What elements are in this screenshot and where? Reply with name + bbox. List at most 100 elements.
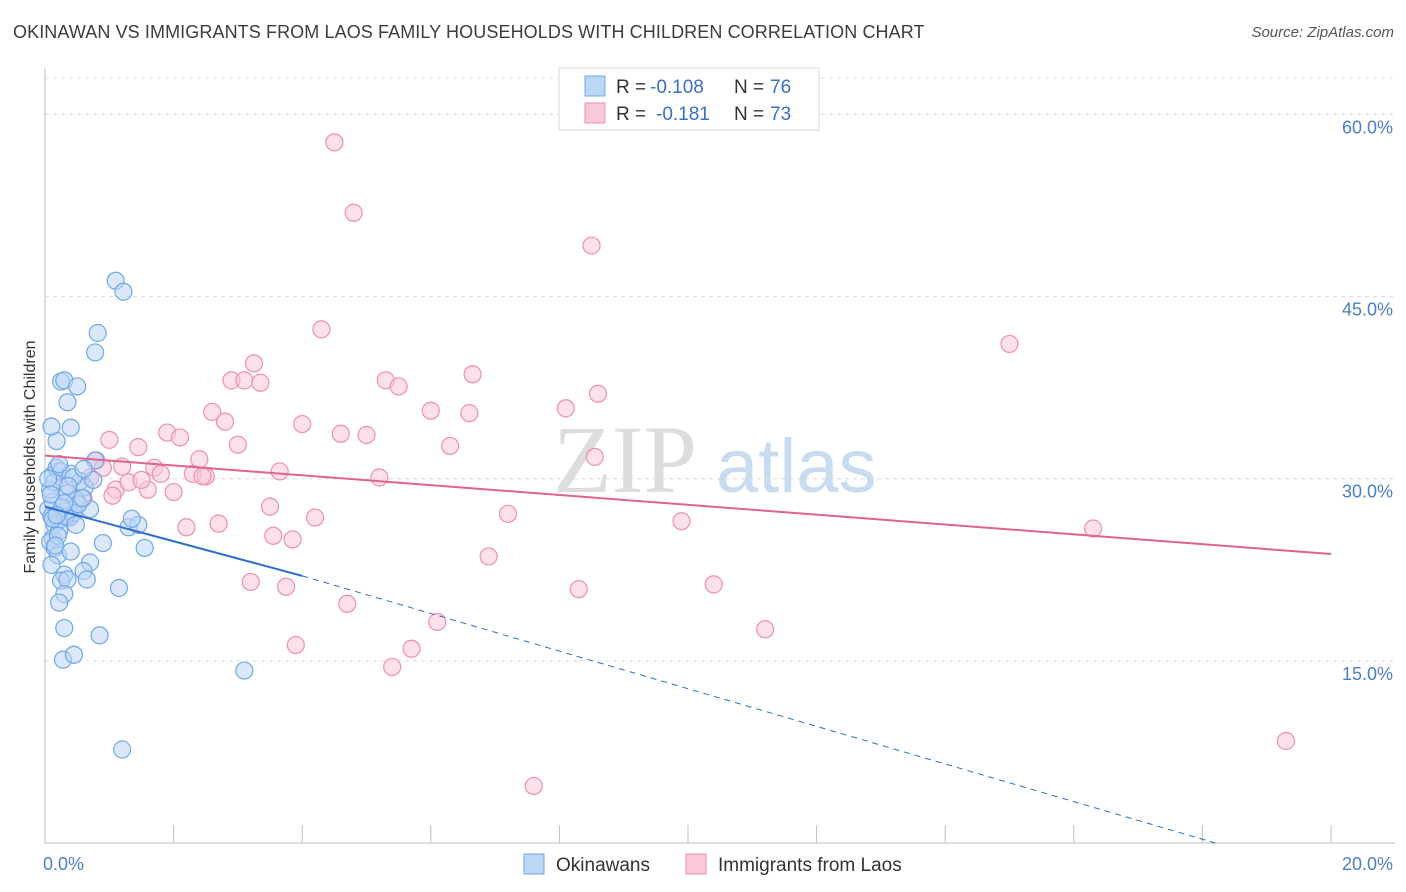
laos-point-52 — [463, 365, 482, 384]
laos-point-16 — [177, 518, 196, 537]
laos-point-56 — [556, 399, 575, 418]
laos-point-29 — [260, 497, 280, 516]
legend-r-label-1: R = — [616, 104, 646, 125]
laos-point-63 — [756, 620, 775, 639]
laos-point-28 — [251, 373, 270, 392]
laos-point-31 — [270, 462, 289, 481]
laos-point-36 — [305, 508, 325, 527]
okinawan-point-75 — [66, 515, 85, 534]
okinawan-point-11 — [50, 593, 69, 612]
laos-point-12 — [151, 464, 170, 483]
laos-point-15 — [170, 428, 190, 447]
okinawan-point-68 — [59, 476, 78, 496]
bottom-legend-swatch-0 — [523, 853, 545, 875]
tick-labels: 15.0% 30.0% 45.0% 60.0% 0.0% 20.0% — [43, 117, 1393, 874]
bottom-legend-label-0: Okinawans — [556, 855, 650, 876]
laos-point-9 — [129, 438, 148, 457]
laos-point-60 — [588, 384, 608, 403]
laos-point-47 — [402, 639, 421, 658]
okinawan-point-48 — [90, 626, 109, 645]
laos-point-41 — [344, 203, 363, 222]
laos-point-62 — [704, 575, 723, 594]
okinawan-point-64 — [73, 489, 92, 508]
okinawan-point-38 — [86, 343, 105, 362]
legend-box: R = -0.108 N = 76 R = -0.181 N = 73 — [558, 67, 820, 131]
watermark: ZIP atlas — [553, 406, 877, 513]
trend-lines — [44, 454, 1332, 844]
y-tick-label-15: 15.0% — [1342, 664, 1393, 684]
y-axis-title: Family Households with Children — [22, 341, 39, 574]
y-tick-label-60: 60.0% — [1342, 117, 1393, 137]
laos-point-65 — [1083, 519, 1103, 538]
okinawan-point-39 — [88, 323, 107, 343]
okinawan-point-47 — [93, 533, 112, 553]
okinawan-point-55 — [235, 661, 254, 680]
laos-point-18 — [190, 450, 209, 469]
laos-point-30 — [264, 526, 283, 545]
okinawan-point-67 — [50, 455, 69, 474]
okinawan-point-46 — [77, 570, 96, 589]
laos-point-51 — [460, 404, 479, 423]
legend-swatch-0 — [584, 75, 606, 97]
laos-point-38 — [325, 133, 344, 152]
legend-swatch-1 — [584, 102, 606, 124]
laos-point-42 — [357, 425, 376, 445]
source-label: Source: ZipAtlas.com — [1251, 24, 1394, 41]
laos-point-61 — [672, 512, 691, 531]
x-tick-label-right: 20.0% — [1342, 854, 1393, 874]
okinawan-point-70 — [61, 542, 80, 561]
okinawan-trend-extension — [302, 575, 1216, 844]
okinawan-point-14 — [64, 645, 84, 664]
okinawan-point-32 — [42, 417, 61, 436]
laos-point-49 — [428, 612, 447, 632]
laos-point-34 — [286, 635, 305, 655]
laos-point-37 — [312, 320, 331, 339]
okinawan-point-66 — [39, 469, 58, 488]
watermark-zip: ZIP — [553, 406, 697, 513]
laos-point-22 — [215, 412, 235, 431]
okinawan-point-53 — [122, 509, 141, 528]
laos-point-59 — [585, 447, 604, 466]
bottom-legend: Okinawans Immigrants from Laos — [523, 853, 902, 876]
laos-point-46 — [389, 377, 408, 396]
laos-point-48 — [421, 401, 440, 420]
laos-point-43 — [370, 468, 389, 487]
laos-point-14 — [164, 482, 183, 502]
laos-point-66 — [1276, 731, 1296, 751]
laos-point-33 — [283, 530, 302, 549]
bottom-legend-swatch-1 — [685, 853, 707, 875]
laos-point-5 — [100, 430, 119, 449]
laos-point-54 — [498, 504, 518, 524]
laos-point-32 — [277, 577, 296, 596]
laos-point-57 — [569, 580, 588, 599]
laos-point-27 — [244, 354, 264, 373]
laos-point-58 — [582, 236, 601, 255]
laos-point-55 — [524, 776, 543, 796]
laos-point-71 — [103, 486, 122, 505]
axes — [44, 68, 1395, 844]
laos-point-53 — [479, 547, 498, 566]
okinawan-point-49 — [109, 578, 129, 598]
x-tick-label-left: 0.0% — [43, 854, 84, 874]
legend-n-value-1: 73 — [770, 104, 791, 125]
okinawan-point-72 — [74, 459, 93, 479]
laos-point-24 — [228, 435, 247, 454]
okinawan-point-52 — [135, 538, 154, 558]
laos-point-69 — [132, 470, 151, 490]
okinawan-point-37 — [68, 377, 87, 396]
laos-point-70 — [193, 467, 212, 486]
okinawan-point-41 — [114, 282, 133, 301]
okinawan-trend-line — [44, 505, 303, 577]
laos-point-20 — [203, 402, 222, 422]
okinawan-point-34 — [58, 393, 77, 412]
legend-r-label-0: R = — [616, 77, 646, 98]
legend-r-value-0: -0.108 — [650, 77, 704, 98]
laos-point-25 — [235, 371, 254, 390]
watermark-atlas: atlas — [716, 424, 877, 509]
legend-n-label-1: N = — [734, 104, 764, 125]
laos-point-39 — [331, 424, 350, 443]
laos-point-45 — [383, 657, 402, 677]
y-tick-label-45: 45.0% — [1342, 300, 1393, 320]
okinawan-point-54 — [113, 740, 132, 759]
y-tick-label-30: 30.0% — [1342, 482, 1393, 502]
